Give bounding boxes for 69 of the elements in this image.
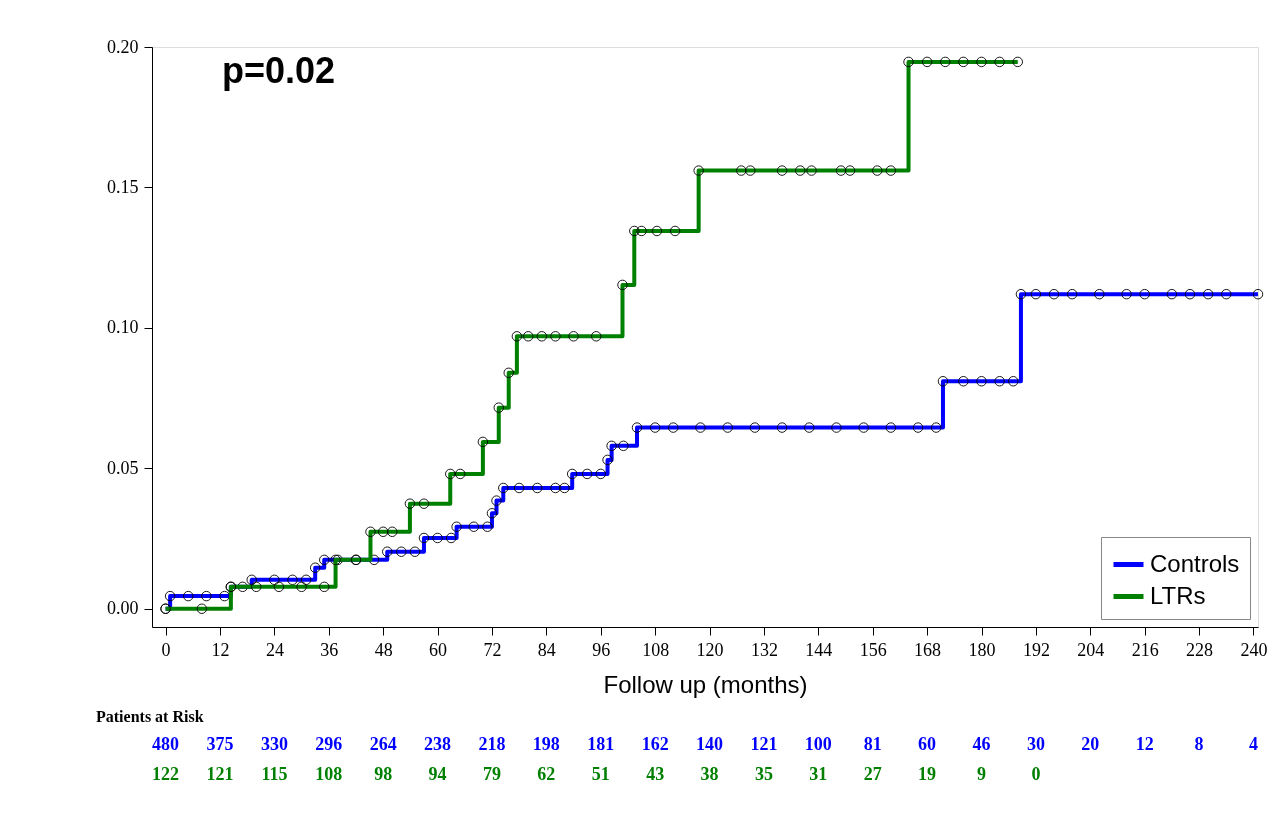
text: 30 bbox=[1026, 734, 1045, 754]
y-tick-label: 0.00 bbox=[107, 598, 139, 619]
x-tick-label: 228 bbox=[1186, 639, 1214, 660]
text: 51 bbox=[591, 764, 610, 784]
text: 27 bbox=[863, 764, 882, 784]
text: 108 bbox=[315, 764, 343, 784]
x-tick-label: 48 bbox=[374, 639, 393, 660]
legend-label: Controls bbox=[1150, 549, 1240, 577]
text: 181 bbox=[587, 734, 615, 754]
text: 79 bbox=[482, 764, 501, 784]
y-tick-label: 0.10 bbox=[107, 317, 139, 338]
x-tick-label: 144 bbox=[805, 639, 833, 660]
annotation: p=0.02 bbox=[222, 50, 336, 91]
x-tick-label: 0 bbox=[161, 639, 171, 660]
text: 46 bbox=[972, 734, 991, 754]
text: 35 bbox=[754, 764, 773, 784]
text: 162 bbox=[641, 734, 669, 754]
text: 121 bbox=[206, 764, 234, 784]
text: 60 bbox=[918, 734, 937, 754]
y-tick-label: 0.20 bbox=[107, 36, 139, 57]
legend-label: LTRs bbox=[1150, 581, 1206, 609]
x-tick-label: 180 bbox=[968, 639, 996, 660]
x-tick-label: 36 bbox=[320, 639, 339, 660]
text: 296 bbox=[315, 734, 343, 754]
x-tick-label: 216 bbox=[1131, 639, 1159, 660]
x-tick-label: 168 bbox=[914, 639, 942, 660]
y-tick-label: 0.05 bbox=[107, 457, 139, 478]
text: 330 bbox=[260, 734, 288, 754]
text: 100 bbox=[804, 734, 832, 754]
text: 20 bbox=[1081, 734, 1100, 754]
text: 115 bbox=[261, 764, 288, 784]
text: 19 bbox=[918, 764, 937, 784]
x-tick-label: 120 bbox=[696, 639, 724, 660]
x-tick-label: 60 bbox=[429, 639, 448, 660]
x-tick-label: 72 bbox=[483, 639, 502, 660]
text: 0 bbox=[1031, 764, 1041, 784]
text: 140 bbox=[696, 734, 724, 754]
x-tick-label: 24 bbox=[265, 639, 284, 660]
text: 9 bbox=[977, 764, 986, 784]
text: 218 bbox=[478, 734, 506, 754]
text: 122 bbox=[152, 764, 180, 784]
text: 121 bbox=[750, 734, 778, 754]
text: 38 bbox=[700, 764, 719, 784]
x-tick-label: 108 bbox=[642, 639, 670, 660]
text: 198 bbox=[532, 734, 560, 754]
y-tick-label: 0.15 bbox=[107, 176, 139, 197]
text: 480 bbox=[152, 734, 180, 754]
text: 43 bbox=[646, 764, 665, 784]
text: 31 bbox=[809, 764, 828, 784]
text: 4 bbox=[1248, 734, 1258, 754]
text: 81 bbox=[863, 734, 882, 754]
x-tick-label: 96 bbox=[592, 639, 611, 660]
x-tick-label: 84 bbox=[537, 639, 556, 660]
text: 375 bbox=[206, 734, 234, 754]
x-tick-label: 156 bbox=[859, 639, 887, 660]
text: 8 bbox=[1194, 734, 1204, 754]
text: 62 bbox=[537, 764, 556, 784]
x-tick-label: 192 bbox=[1022, 639, 1050, 660]
text: 12 bbox=[1135, 734, 1154, 754]
x-tick-label: 204 bbox=[1077, 639, 1105, 660]
x-axis-title: Follow up (months) bbox=[603, 670, 808, 698]
text: 98 bbox=[374, 764, 393, 784]
x-tick-label: 132 bbox=[750, 639, 778, 660]
text: Patients at Risk bbox=[96, 708, 204, 725]
text: 94 bbox=[428, 764, 447, 784]
text: 238 bbox=[424, 734, 452, 754]
x-tick-label: 240 bbox=[1240, 639, 1268, 660]
x-tick-label: 12 bbox=[211, 639, 230, 660]
text: 264 bbox=[369, 734, 397, 754]
